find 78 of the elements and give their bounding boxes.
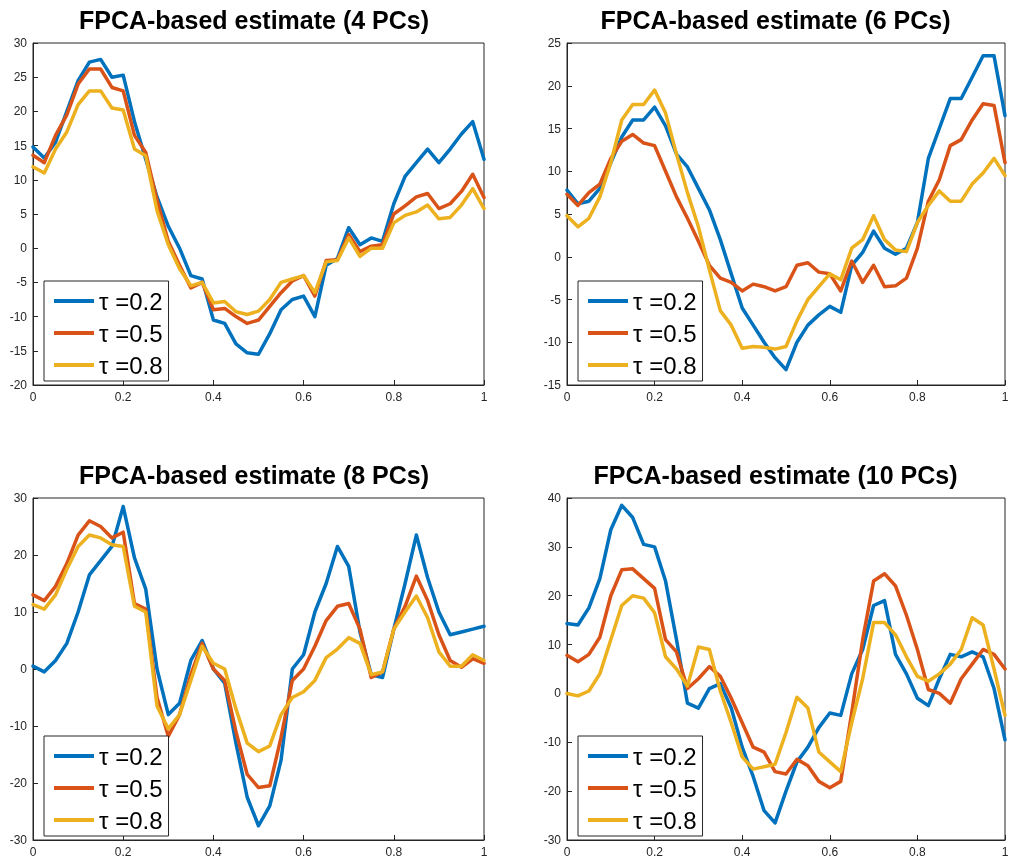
y-tick-label: 10	[547, 164, 562, 179]
chart-title: FPCA-based estimate (10 PCs)	[593, 460, 958, 489]
x-tick-label: 0.4	[205, 390, 223, 404]
x-tick-label: 1	[480, 390, 488, 404]
y-tick-label: 15	[547, 121, 562, 136]
y-tick-label: 25	[13, 70, 28, 85]
x-tick-label: 0.2	[646, 390, 664, 404]
x-tick-label: 0.2	[114, 390, 132, 404]
x-tick-label: 0.6	[821, 390, 839, 404]
x-tick-label: 0.2	[114, 845, 132, 859]
legend-label: τ =0.5	[633, 319, 697, 347]
x-tick-label: 0.8	[385, 845, 403, 859]
legend-label: τ =0.8	[633, 351, 697, 379]
chart-title: FPCA-based estimate (8 PCs)	[78, 460, 430, 489]
legend-label: τ =0.8	[99, 351, 163, 379]
y-tick-label: 10	[13, 605, 28, 619]
legend-label: τ =0.2	[633, 742, 697, 770]
y-tick-label: -30	[543, 833, 562, 847]
y-tick-label: -5	[550, 292, 562, 307]
x-tick-label: 0.8	[909, 390, 927, 404]
legend-label: τ =0.2	[633, 287, 697, 315]
line-series	[565, 101, 1007, 293]
legend-label: τ =0.2	[99, 742, 163, 770]
y-tick-label: -5	[16, 275, 28, 290]
y-tick-label: -10	[543, 735, 562, 750]
line-series	[565, 593, 1007, 774]
x-tick-label: 0.4	[733, 845, 751, 859]
y-tick-label: 30	[13, 36, 28, 50]
x-tick-label: 0	[563, 390, 571, 404]
y-tick-label: 0	[20, 662, 28, 676]
x-tick-label: 0.2	[646, 845, 664, 859]
y-tick-label: -20	[9, 378, 28, 392]
legend-label: τ =0.8	[99, 806, 163, 834]
chart-title: FPCA-based estimate (6 PCs)	[600, 5, 951, 34]
y-tick-label: 5	[554, 207, 562, 221]
y-tick-label: -10	[9, 719, 28, 733]
y-tick-label: 0	[554, 686, 562, 701]
y-tick-label: 20	[13, 104, 28, 119]
x-tick-label: 0.4	[205, 845, 223, 859]
x-tick-label: 1	[1001, 390, 1009, 404]
y-tick-label: 0	[20, 241, 28, 256]
y-tick-label: 40	[547, 491, 562, 505]
y-tick-label: 20	[547, 78, 562, 93]
line-series	[565, 88, 1007, 351]
y-tick-label: 10	[13, 172, 28, 187]
x-tick-label: 0.8	[909, 845, 927, 859]
legend-label: τ =0.5	[633, 774, 697, 802]
y-tick-label: -20	[543, 784, 562, 799]
y-tick-label: 20	[547, 588, 562, 603]
legend-label: τ =0.5	[99, 319, 163, 347]
x-tick-label: 0.4	[733, 390, 751, 404]
y-tick-label: -10	[9, 309, 28, 324]
x-tick-label: 0	[29, 845, 37, 859]
x-tick-label: 1	[1001, 845, 1009, 859]
y-tick-label: -10	[543, 335, 562, 350]
y-tick-label: -30	[9, 833, 28, 847]
legend-label: τ =0.2	[99, 287, 163, 315]
y-tick-label: 5	[20, 207, 28, 221]
y-tick-label: 20	[13, 548, 28, 562]
x-tick-label: 1	[480, 845, 488, 859]
chart-title: FPCA-based estimate (4 PCs)	[78, 5, 430, 34]
y-tick-label: 30	[547, 539, 562, 554]
y-tick-label: 0	[554, 249, 562, 264]
x-tick-label: 0.6	[295, 390, 313, 404]
x-tick-label: 0	[563, 845, 571, 859]
legend-label: τ =0.8	[633, 806, 697, 834]
y-tick-label: -20	[9, 776, 28, 790]
y-tick-label: 10	[547, 637, 562, 652]
y-tick-label: 30	[13, 491, 28, 505]
x-tick-label: 0	[29, 390, 37, 404]
y-tick-label: -15	[9, 343, 28, 358]
y-tick-label: -15	[543, 378, 562, 392]
y-tick-label: 25	[547, 36, 562, 50]
x-tick-label: 0.6	[295, 845, 313, 859]
legend-label: τ =0.5	[99, 774, 163, 802]
x-tick-label: 0.8	[385, 390, 403, 404]
x-tick-label: 0.6	[821, 845, 839, 859]
y-tick-label: 15	[13, 138, 28, 153]
